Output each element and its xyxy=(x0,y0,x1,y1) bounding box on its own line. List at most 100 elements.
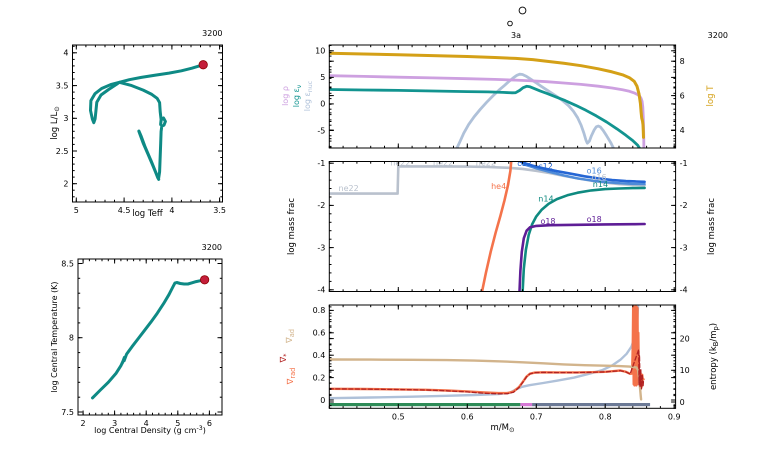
profile-abundance-panel-frame xyxy=(328,161,677,292)
trho-current-model-dot xyxy=(200,275,210,285)
x-tick-label: 5 xyxy=(74,206,79,215)
grad-rad-axis-label: ∇rad xyxy=(286,368,297,386)
x-tick-label: 5 xyxy=(175,419,180,428)
log-eps-nuc-axis-label: log εnuc xyxy=(303,80,314,111)
log-rho-axis-label: log ρ xyxy=(281,86,290,106)
y2-tick-label: -4 xyxy=(680,286,688,295)
profile-gradient-panel-frame xyxy=(328,304,677,409)
y2-tick-label: 10 xyxy=(680,366,690,375)
series-o16 xyxy=(521,162,646,186)
iso-label-ne22: ne22 xyxy=(339,184,359,193)
y-tick-label: 10 xyxy=(315,47,325,56)
y2-tick-label: 20 xyxy=(680,334,690,343)
series-log-T xyxy=(329,51,645,139)
central-trho-panel: 2 3 4 5 6 7.5 8 8.5 3200 log Central Density (g c… xyxy=(50,243,223,435)
y-tick-label: -4 xyxy=(317,286,325,295)
burn-type-label: 3a xyxy=(511,31,521,40)
grad-star-axis-label: ∇* xyxy=(279,353,290,364)
y-tick-label: -2 xyxy=(317,201,325,210)
y-tick-label: 3 xyxy=(63,114,68,123)
x-tick-label: 6 xyxy=(207,419,212,428)
hr-diagram-panel-frame xyxy=(72,44,223,203)
profile-xlabel: m/M⊙ xyxy=(490,423,514,434)
y-tick-label: 8.5 xyxy=(61,259,74,268)
y2-tick-label: 0 xyxy=(680,398,685,407)
series-central-trho-track xyxy=(91,278,207,400)
y-tick-label: 0.2 xyxy=(313,373,326,382)
y-tick-label: 7.5 xyxy=(61,408,74,417)
x-tick-label: 0.8 xyxy=(599,412,612,421)
x-tick-label: 0.6 xyxy=(461,412,474,421)
trho-xlabel: log Central Density (g cm-3) xyxy=(94,425,206,435)
y2-tick-label: 6 xyxy=(680,91,685,100)
iso-label-o18: o18 xyxy=(587,215,602,224)
log-T-axis-label: log T xyxy=(706,85,716,107)
series-grad-rad xyxy=(329,305,645,395)
series-log-eps-nuc xyxy=(455,72,615,148)
iso-label-o16: o16 xyxy=(587,167,602,176)
x-tick-label: 0.5 xyxy=(392,412,405,421)
central-trho-panel-series xyxy=(91,278,207,400)
grad-ad-axis-label: ∇ad xyxy=(285,329,296,344)
y-tick-label: 0.4 xyxy=(313,351,326,360)
series-hr-track xyxy=(89,63,205,181)
log-eps-nu-axis-label: log εν xyxy=(292,84,303,107)
y-tick-label: 0 xyxy=(320,100,325,109)
iso-label-o18: o18 xyxy=(540,217,555,226)
abund-ylabel-left: log mass frac xyxy=(287,198,297,255)
iso-label-ne22: ne22 xyxy=(433,158,453,167)
iso-label-he4: he4 xyxy=(491,182,506,191)
y-tick-label: 0.6 xyxy=(313,329,326,338)
central-trho-panel-frame xyxy=(77,258,223,416)
y-tick-label: -1 xyxy=(317,159,325,168)
mixing-zone-3 xyxy=(532,403,651,407)
hr-diagram-panel-ticks xyxy=(72,45,223,202)
y-tick-label: 3.5 xyxy=(56,81,69,90)
iso-label-c12: c12 xyxy=(517,159,532,168)
series-o18 xyxy=(518,222,646,292)
hr-diagram-panel-series xyxy=(89,63,205,181)
abund-ylabel-right: log mass frac xyxy=(707,198,717,255)
burn-annotation: 3a xyxy=(507,6,527,40)
series-c12 xyxy=(519,161,646,184)
profile-title: 3200 xyxy=(708,31,728,40)
mixing-zone-1 xyxy=(329,403,521,407)
hr-current-model-dot xyxy=(198,60,208,70)
x-tick-label: 3.5 xyxy=(213,206,226,215)
iso-label-ne22: ne22 xyxy=(390,158,410,167)
profile-top-panel-series xyxy=(329,51,646,148)
iso-label-n14: n14 xyxy=(538,195,553,204)
burn-zone-circle-icon xyxy=(518,6,527,15)
y-tick-label: 0.8 xyxy=(313,306,326,315)
x-tick-label: 3 xyxy=(112,419,117,428)
x-tick-label: 0.9 xyxy=(668,412,681,421)
profile-abundance-panel-ticks xyxy=(328,161,676,292)
x-tick-label: 4 xyxy=(144,419,149,428)
y2-tick-label: -1 xyxy=(680,159,688,168)
entropy-axis-label: entropy (kB/mp) xyxy=(709,323,720,390)
series-he4 xyxy=(480,161,513,292)
y-tick-label: 5 xyxy=(320,73,325,82)
hr-diagram-panel: 5 4.5 4 3.5 2 2.5 3 3.5 4 3200 log Teff log L/L⊙ xyxy=(50,29,226,219)
series-entropy xyxy=(329,305,640,400)
y-tick-label: 4 xyxy=(63,49,68,58)
burn-zone-circle-icon xyxy=(507,20,513,27)
y-tick-label: -3 xyxy=(317,243,325,252)
profile-top-panel-ticks xyxy=(328,45,676,148)
y2-tick-label: 4 xyxy=(680,126,685,135)
y2-tick-label: -2 xyxy=(680,201,688,210)
profile-gradient-panel-ticks xyxy=(328,305,676,409)
x-tick-label: 0.7 xyxy=(530,412,543,421)
series-log-rho xyxy=(329,74,646,148)
hr-xlabel: log Teff xyxy=(132,209,164,219)
trho-ylabel: log Central Temperature (K) xyxy=(50,281,59,392)
central-trho-panel-ticks xyxy=(78,259,223,415)
iso-label-ne22: ne22 xyxy=(476,158,496,167)
x-tick-label: 4 xyxy=(169,206,174,215)
series-log-eps-nu xyxy=(329,84,642,148)
profile-gradient-panel: 0.5 0.6 0.7 0.8 0.9 0 0.2 0.4 0.6 0.8 0 10 20 ∇ad ∇* ∇r… xyxy=(279,304,720,434)
